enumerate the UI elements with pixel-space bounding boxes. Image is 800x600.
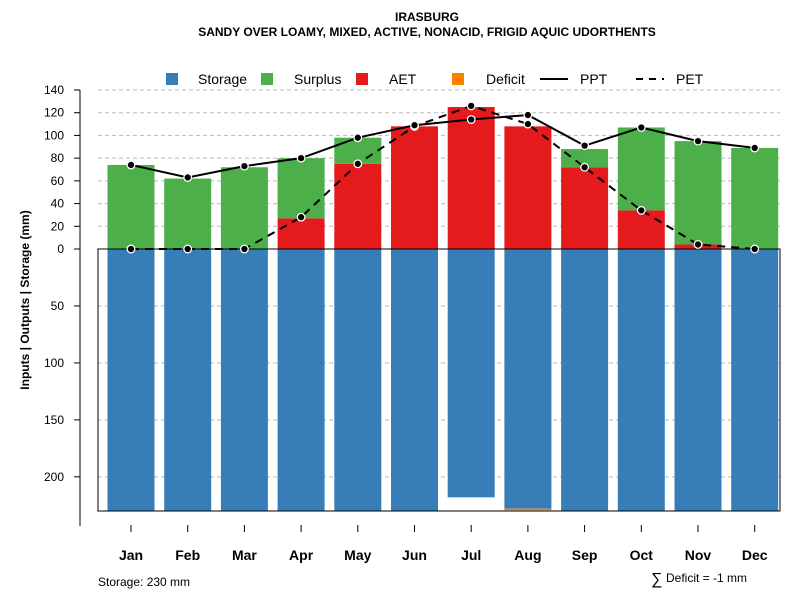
ppt-point-oct — [636, 123, 646, 132]
x-tick-label-feb: Feb — [175, 547, 200, 563]
surplus-bar-feb — [164, 178, 212, 249]
y-tick-label: 100 — [44, 356, 64, 370]
x-tick-label-oct: Oct — [630, 547, 654, 563]
storage-bar-oct — [617, 249, 665, 511]
ppt-point-jul — [466, 115, 476, 124]
y-tick-label: 100 — [44, 128, 64, 142]
pet-point-jan — [126, 244, 136, 254]
ppt-point-aug — [523, 110, 533, 120]
surplus-bar-oct — [617, 127, 665, 211]
pet-point-may — [353, 159, 363, 169]
storage-bar-jul — [447, 249, 495, 498]
series-lines — [126, 101, 760, 254]
pet-line — [131, 104, 755, 250]
legend-swatch-surplus — [261, 73, 273, 85]
pet-point-apr — [296, 212, 306, 222]
aet-bar-apr — [277, 218, 325, 249]
ppt-point-sep — [580, 141, 590, 151]
ppt-point-jun — [410, 120, 419, 130]
storage-bar-mar — [220, 249, 268, 511]
ppt-point-jan — [126, 160, 136, 170]
ppt-point-apr — [296, 153, 306, 163]
aet-bar-aug — [504, 126, 552, 249]
pet-point-mar — [239, 244, 249, 254]
y-tick-label: 60 — [51, 174, 65, 188]
y-tick-label: 20 — [51, 219, 65, 233]
pet-point-nov — [693, 240, 703, 249]
aet-bar-may — [334, 163, 382, 249]
y-tick-label: 80 — [51, 151, 65, 165]
x-tick-label-may: May — [344, 547, 371, 563]
y-tick-label: 140 — [44, 83, 64, 97]
y-tick-label: 150 — [44, 413, 64, 427]
y-axis-label: Inputs | Outputs | Storage (mm) — [18, 210, 32, 389]
storage-bar-feb — [164, 249, 212, 511]
x-tick-label-apr: Apr — [289, 547, 314, 563]
x-tick-label-mar: Mar — [232, 547, 257, 563]
storage-bar-sep — [561, 249, 609, 511]
legend-swatch-aet — [356, 73, 368, 85]
aet-bar-jul — [447, 107, 495, 250]
legend: Storage Surplus AET Deficit PPT PET — [166, 71, 704, 87]
pet-point-feb — [183, 244, 193, 254]
ppt-point-mar — [239, 161, 249, 171]
aet-bar-jun — [391, 126, 438, 249]
legend-label-deficit: Deficit — [486, 71, 525, 87]
pet-point-sep — [580, 162, 590, 172]
surplus-bar-sep — [561, 149, 609, 168]
surplus-bar-mar — [220, 167, 268, 249]
pet-point-dec — [750, 244, 760, 254]
x-tick-label-dec: Dec — [742, 547, 768, 563]
ppt-point-feb — [183, 172, 193, 182]
axes: 0 20 40 60 80 100 120 140 50 100 150 200 Jan Feb Mar Ap… — [44, 83, 768, 563]
pet-point-jul — [466, 101, 476, 111]
legend-label-ppt: PPT — [580, 71, 608, 87]
x-tick-label-jun: Jun — [402, 547, 427, 563]
storage-bar-dec — [731, 249, 779, 511]
surplus-bar-apr — [277, 158, 325, 219]
ppt-line — [130, 113, 755, 179]
ppt-point-dec — [750, 143, 760, 153]
storage-footer: Storage: 230 mm — [98, 575, 190, 589]
storage-bar-jan — [107, 249, 155, 511]
y-tick-label: 50 — [51, 299, 65, 313]
ppt-point-may — [353, 133, 363, 143]
surplus-bar-nov — [674, 141, 722, 245]
storage-bar-aug — [504, 249, 552, 509]
chart-subtitle: SANDY OVER LOAMY, MIXED, ACTIVE, NONACID… — [198, 25, 656, 39]
legend-label-storage: Storage — [198, 71, 247, 87]
surplus-bar-jan — [107, 164, 155, 249]
legend-label-surplus: Surplus — [294, 71, 341, 87]
surplus-bar-dec — [731, 147, 779, 249]
legend-label-pet: PET — [676, 71, 704, 87]
sum-symbol: ∑ — [651, 571, 662, 588]
storage-bar-apr — [277, 249, 325, 511]
x-tick-label-nov: Nov — [685, 547, 712, 563]
chart-title: IRASBURG — [395, 10, 459, 24]
deficit-bar-aug — [504, 508, 552, 511]
legend-swatch-storage — [166, 73, 178, 85]
pet-point-oct — [636, 205, 646, 215]
storage-bar-nov — [674, 249, 722, 511]
deficit-footer: Deficit = -1 mm — [666, 571, 747, 585]
storage-bar-may — [334, 249, 382, 511]
y-tick-label: 200 — [44, 470, 64, 484]
legend-swatch-deficit — [452, 73, 464, 85]
y-tick-label: 0 — [57, 242, 64, 256]
bars — [107, 107, 779, 511]
legend-label-aet: AET — [389, 71, 417, 87]
pet-point-aug — [523, 119, 533, 129]
x-tick-label-jul: Jul — [461, 547, 481, 563]
ppt-point-nov — [693, 136, 703, 146]
x-tick-label-aug: Aug — [514, 547, 541, 563]
aet-bar-oct — [617, 210, 665, 249]
aet-bar-sep — [561, 167, 609, 249]
x-tick-label-jan: Jan — [119, 547, 143, 563]
storage-bar-jun — [391, 249, 438, 511]
y-tick-label: 40 — [51, 197, 65, 211]
y-tick-label: 120 — [44, 106, 64, 120]
x-tick-label-sep: Sep — [572, 547, 598, 563]
